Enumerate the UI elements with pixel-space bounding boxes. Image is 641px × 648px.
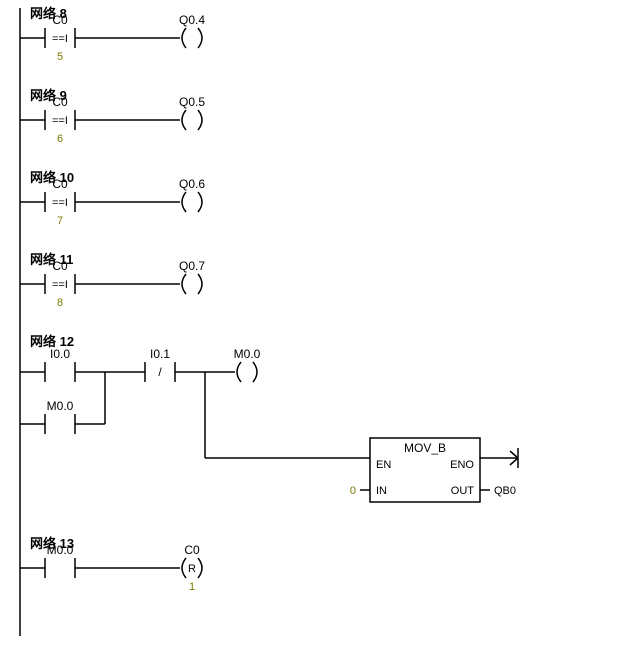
svg-text:==I: ==I: [52, 33, 68, 45]
svg-text:==I: ==I: [52, 115, 68, 127]
svg-text:Q0.4: Q0.4: [179, 13, 205, 27]
svg-text:C0: C0: [52, 95, 68, 109]
svg-text:8: 8: [57, 297, 63, 309]
svg-text:5: 5: [57, 51, 63, 63]
svg-text:7: 7: [57, 215, 63, 227]
svg-text:EN: EN: [376, 459, 391, 471]
svg-text:MOV_B: MOV_B: [404, 441, 446, 455]
svg-text:C0: C0: [52, 177, 68, 191]
svg-text:/: /: [158, 365, 162, 379]
svg-text:R: R: [188, 563, 196, 575]
svg-text:1: 1: [189, 581, 195, 593]
svg-text:M0.0: M0.0: [234, 347, 261, 361]
svg-text:==I: ==I: [52, 197, 68, 209]
svg-text:Q0.6: Q0.6: [179, 177, 205, 191]
svg-text:I0.1: I0.1: [150, 347, 170, 361]
svg-text:M0.0: M0.0: [47, 543, 74, 557]
svg-text:C0: C0: [184, 543, 200, 557]
svg-text:Q0.7: Q0.7: [179, 259, 205, 273]
svg-text:QB0: QB0: [494, 485, 516, 497]
svg-text:0: 0: [350, 485, 356, 497]
svg-text:OUT: OUT: [451, 485, 475, 497]
svg-text:6: 6: [57, 133, 63, 145]
svg-text:ENO: ENO: [450, 459, 474, 471]
svg-text:C0: C0: [52, 13, 68, 27]
svg-text:I0.0: I0.0: [50, 347, 70, 361]
svg-text:M0.0: M0.0: [47, 399, 74, 413]
svg-text:==I: ==I: [52, 279, 68, 291]
svg-text:Q0.5: Q0.5: [179, 95, 205, 109]
ladder-diagram: 网络 8C0==I5Q0.4网络 9C0==I6Q0.5网络 10C0==I7Q…: [0, 0, 641, 648]
svg-text:IN: IN: [376, 485, 387, 497]
svg-text:C0: C0: [52, 259, 68, 273]
